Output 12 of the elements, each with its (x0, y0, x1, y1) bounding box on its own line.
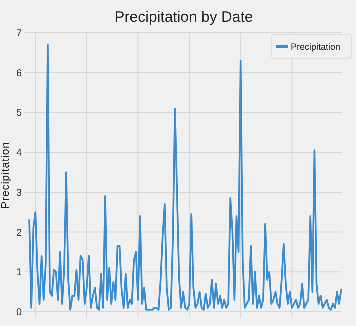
y-tick-label: 0 (16, 308, 22, 319)
y-tick-label: 2 (16, 228, 22, 239)
chart-title: Precipitation by Date (114, 9, 254, 26)
line-series (28, 44, 342, 311)
y-tick-label: 1 (16, 268, 22, 279)
y-axis-title: Precipitation (0, 142, 12, 210)
y-tick-label: 4 (16, 148, 22, 160)
y-tick-label: 5 (16, 108, 22, 120)
legend-label: Precipitation (291, 42, 341, 52)
y-tick-label: 6 (16, 68, 22, 80)
y-tick-label: 7 (16, 28, 22, 40)
y-tick-label: 3 (16, 188, 22, 199)
